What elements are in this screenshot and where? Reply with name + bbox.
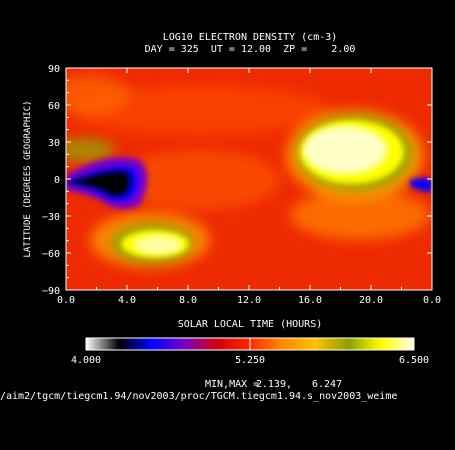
x-tick-label: 12.0 <box>237 295 261 306</box>
colorbar-tick-mid: 5.250 <box>235 355 265 366</box>
chart-title: LOG10 ELECTRON DENSITY (cm-3) <box>163 32 338 43</box>
minmax-label: MIN,MAX = <box>205 379 259 390</box>
x-tick-label: 0.0 <box>423 295 441 306</box>
heatmap-field <box>66 68 432 290</box>
y-tick-label: −90 <box>42 286 60 297</box>
x-axis: 0.0 4.0 8.0 12.0 16.0 20.0 0.0 <box>57 68 441 306</box>
x-tick-label: 20.0 <box>359 295 383 306</box>
colorbar-tick-min: 4.000 <box>71 355 101 366</box>
chart-subtitle: DAY = 325 UT = 12.00 ZP = 2.00 <box>145 44 356 55</box>
y-tick-label: −60 <box>42 249 60 260</box>
y-tick-label: 60 <box>48 101 60 112</box>
y-tick-label: 0 <box>54 175 60 186</box>
y-tick-label: 90 <box>48 64 60 75</box>
min-value: 2.139, <box>256 379 292 390</box>
x-tick-label: 8.0 <box>179 295 197 306</box>
x-tick-label: 16.0 <box>298 295 322 306</box>
y-tick-label: −30 <box>42 212 60 223</box>
x-tick-label: 0.0 <box>57 295 75 306</box>
x-tick-label: 4.0 <box>118 295 136 306</box>
y-axis-label: LATITUDE (DEGREES GEOGRAPHIC) <box>23 100 33 257</box>
file-path: /aim2/tgcm/tiegcm1.94/nov2003/proc/TGCM.… <box>0 391 398 402</box>
max-value: 6.247 <box>312 379 342 390</box>
y-axis: 90 60 30 0 −30 −60 −90 <box>42 64 432 297</box>
x-axis-label: SOLAR LOCAL TIME (HOURS) <box>178 319 323 330</box>
y-tick-label: 30 <box>48 138 60 149</box>
colorbar-tick-max: 6.500 <box>399 355 429 366</box>
